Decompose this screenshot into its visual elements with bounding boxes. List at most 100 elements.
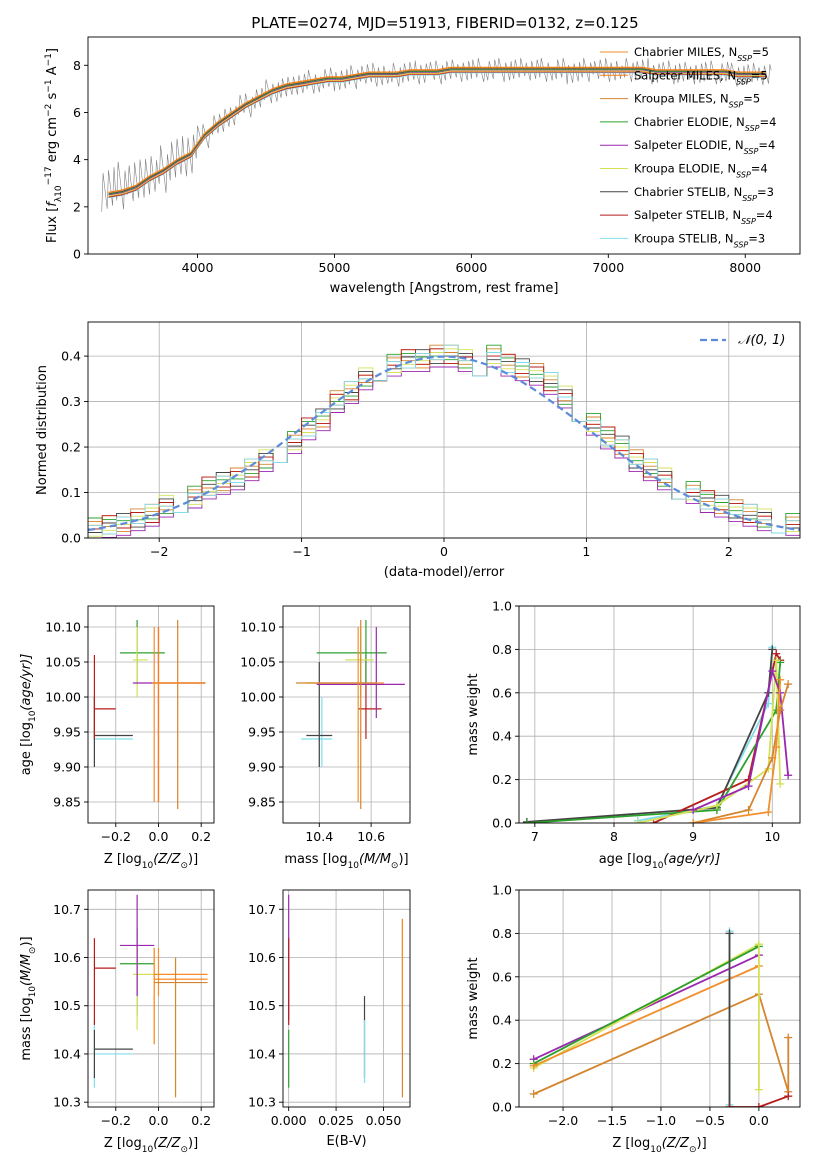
y-axis-label: mass weight: [466, 957, 481, 1039]
y-tick-label: 10.10: [45, 620, 81, 635]
x-tick-label: 0.000: [271, 1113, 307, 1128]
mass-weight-line: [533, 945, 760, 1065]
plot-area: [93, 894, 208, 1098]
residual-histogram-line: [88, 344, 800, 535]
legend-label: 𝒩(0, 1): [738, 333, 785, 348]
y-tick-label: 0.0: [492, 816, 512, 831]
axes-frame: [87, 605, 215, 824]
panel-weight-vs-age: 7 8 9 10 0.0 0.2 0.4 0.6 0.8 1.0 age [log10(age/yr…: [466, 599, 801, 871]
plot-area: [295, 620, 405, 809]
y-tick-label: 9.95: [248, 725, 276, 740]
x-axis-label: Z [log10(Z/Z⊙)]: [104, 1136, 198, 1155]
y-tick-label: 10.4: [53, 1046, 81, 1061]
x-tick-label: 10: [764, 829, 780, 844]
y-axis-label: Flux [fλ10−17 erg cm−2 s−1 A−1]: [44, 48, 64, 243]
model-spectrum-line: [108, 71, 766, 198]
x-tick-label: 10.6: [357, 829, 385, 844]
y-tick-label: 0.8: [492, 642, 512, 657]
y-tick-label: 10.6: [248, 950, 276, 965]
panel-residuals: 𝒩(0, 1) −2 −1 0 1 2 0.0 0.1 0.2 0.3 0.4 (data-model…: [35, 321, 801, 580]
x-tick-label: 0.0: [749, 1113, 769, 1128]
x-axis-label: wavelength [Angstrom, rest frame]: [330, 281, 559, 296]
x-axis-label: Z [log10(Z/Z⊙)]: [104, 852, 198, 871]
y-tick-label: 10.4: [248, 1046, 276, 1061]
legend-label: Salpeter MILES, NSSP=5: [634, 68, 768, 86]
model-spectrum-line: [108, 71, 766, 197]
x-tick-label: −2.0: [548, 1113, 578, 1128]
y-tick-label: 0: [73, 247, 81, 262]
x-tick-label: 4000: [182, 260, 214, 275]
x-tick-label: −0.2: [101, 829, 131, 844]
x-tick-label: 0: [440, 544, 448, 559]
model-spectrum-line: [108, 70, 766, 197]
x-axis-label: mass [log10(M/M⊙)]: [284, 852, 408, 871]
y-tick-label: 4: [73, 152, 81, 167]
panel-mass-vs-EBV: 0.000 0.025 0.050 10.3 10.4 10.5 10.6 10.7 E(B-V…: [248, 889, 411, 1149]
panel-age-vs-Z: −0.2 0.0 0.2 9.85 9.90 9.95 10.00 10.05 10.10 Z […: [19, 605, 215, 871]
y-tick-label: 10.10: [240, 620, 276, 635]
mass-weight-line: [533, 965, 760, 1067]
figure-title: PLATE=0274, MJD=51913, FIBERID=0132, z=0…: [251, 14, 638, 32]
y-tick-label: 9.85: [248, 795, 276, 810]
panels: 4000 5000 6000 7000 8000 0 2 4 6 8 wavelength [Ang…: [19, 36, 801, 1155]
y-tick-label: 10.5: [53, 998, 81, 1013]
legend-label: Salpeter STELIB, NSSP=4: [634, 208, 773, 226]
x-tick-label: 7000: [592, 260, 624, 275]
legend-label: Chabrier STELIB, NSSP=3: [634, 185, 774, 203]
x-tick-label: 9: [689, 829, 697, 844]
x-tick-label: −1.5: [597, 1113, 627, 1128]
panel-mass-vs-Z: −0.2 0.0 0.2 10.3 10.4 10.5 10.6 10.7 Z [log10(Z…: [19, 889, 215, 1155]
normal-curve-line: [88, 355, 800, 532]
plot-area: [88, 344, 800, 538]
y-tick-label: 2: [73, 199, 81, 214]
y-tick-label: 0.6: [492, 969, 512, 984]
y-tick-label: 0.0: [61, 531, 81, 546]
panel-weight-vs-Z: −2.0 −1.5 −1.0 −0.5 0.0 0.0 0.2 0.4 0.6 0.8 1.0 Z […: [466, 883, 801, 1155]
y-tick-label: 0.3: [61, 394, 81, 409]
y-tick-label: 0.0: [492, 1100, 512, 1115]
legend-label: Chabrier MILES, NSSP=5: [634, 45, 769, 63]
y-axis-label: mass weight: [466, 673, 481, 755]
plot-area: [529, 927, 793, 1107]
x-tick-label: 0.0: [149, 829, 169, 844]
mass-weight-line: [533, 954, 760, 1061]
plot-area: [93, 620, 206, 809]
axes-frame: [518, 889, 801, 1108]
x-tick-label: −1.0: [646, 1113, 676, 1128]
x-tick-label: 2: [725, 544, 733, 559]
x-axis-label: E(B-V): [326, 1134, 366, 1149]
y-tick-label: 8: [73, 58, 81, 73]
y-axis-label: age [log10(age/yr)]: [19, 654, 38, 776]
legend-label: Chabrier ELODIE, NSSP=4: [634, 115, 776, 132]
y-tick-label: 0.2: [492, 1056, 512, 1071]
x-axis-label: (data-model)/error: [384, 565, 505, 580]
y-tick-label: 10.3: [248, 1095, 276, 1110]
mass-weight-line: [533, 943, 760, 1069]
y-tick-label: 1.0: [492, 599, 512, 614]
x-tick-label: 0.2: [191, 829, 211, 844]
y-tick-label: 10.7: [248, 902, 276, 917]
mass-weight-line: [526, 662, 782, 823]
x-tick-label: −0.5: [695, 1113, 725, 1128]
mass-weight-line: [637, 647, 774, 822]
panel-spectrum: 4000 5000 6000 7000 8000 0 2 4 6 8 wavelength [Ang…: [44, 36, 801, 296]
legend-label: Kroupa MILES, NSSP=5: [634, 92, 760, 110]
y-tick-label: 9.90: [53, 760, 81, 775]
model-spectrum-line: [108, 72, 766, 199]
x-tick-label: 5000: [319, 260, 351, 275]
x-tick-label: −2: [150, 544, 168, 559]
y-tick-label: 0.2: [492, 772, 512, 787]
y-axis-label: Normed distribution: [35, 365, 50, 495]
x-tick-label: 8: [610, 829, 618, 844]
x-tick-label: 7: [531, 829, 539, 844]
y-tick-label: 10.7: [53, 902, 81, 917]
x-tick-label: 0.0: [149, 1113, 169, 1128]
y-tick-label: 0.4: [492, 1013, 512, 1028]
x-tick-label: 8000: [729, 260, 761, 275]
y-tick-label: 10.6: [53, 950, 81, 965]
axes-frame: [282, 605, 411, 824]
mass-weight-line: [526, 649, 774, 823]
x-tick-label: 0.025: [318, 1113, 354, 1128]
plot-area: [522, 643, 793, 823]
